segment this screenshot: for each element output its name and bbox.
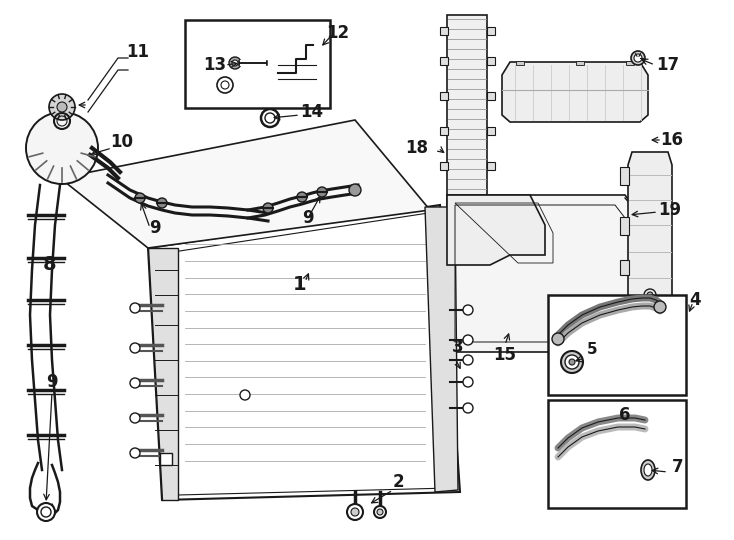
Polygon shape xyxy=(173,212,450,495)
Circle shape xyxy=(130,448,140,458)
Circle shape xyxy=(130,343,140,353)
Text: 19: 19 xyxy=(658,201,682,219)
Circle shape xyxy=(232,60,238,66)
Circle shape xyxy=(374,506,386,518)
Circle shape xyxy=(565,355,579,369)
Text: 12: 12 xyxy=(327,24,349,42)
Circle shape xyxy=(561,351,583,373)
Ellipse shape xyxy=(641,460,655,480)
Circle shape xyxy=(135,193,145,203)
Circle shape xyxy=(463,355,473,365)
Polygon shape xyxy=(628,152,672,308)
Text: 11: 11 xyxy=(126,43,150,61)
Bar xyxy=(440,162,448,170)
Bar xyxy=(440,92,448,100)
Polygon shape xyxy=(447,15,487,195)
Bar xyxy=(440,127,448,135)
Circle shape xyxy=(552,333,564,345)
Bar xyxy=(487,57,495,65)
Bar xyxy=(620,260,629,275)
Circle shape xyxy=(634,54,642,62)
Polygon shape xyxy=(447,195,655,352)
Bar xyxy=(160,453,172,465)
Bar xyxy=(548,295,686,395)
Bar xyxy=(620,167,629,185)
Bar xyxy=(576,61,584,65)
Circle shape xyxy=(297,192,307,202)
Bar xyxy=(516,61,524,65)
Circle shape xyxy=(317,187,327,197)
Circle shape xyxy=(57,102,67,112)
Text: 16: 16 xyxy=(661,131,683,149)
Circle shape xyxy=(49,94,75,120)
Circle shape xyxy=(647,292,653,298)
Text: 7: 7 xyxy=(672,458,684,476)
Bar xyxy=(548,400,686,508)
Text: 15: 15 xyxy=(493,346,517,364)
Circle shape xyxy=(631,51,645,65)
Text: 9: 9 xyxy=(149,219,161,237)
Circle shape xyxy=(37,503,55,521)
Polygon shape xyxy=(447,195,545,265)
Circle shape xyxy=(463,335,473,345)
Text: 17: 17 xyxy=(656,56,680,74)
Text: 3: 3 xyxy=(452,338,464,356)
Bar xyxy=(620,217,629,235)
Polygon shape xyxy=(60,120,430,248)
Circle shape xyxy=(463,305,473,315)
Text: 10: 10 xyxy=(111,133,134,151)
Ellipse shape xyxy=(644,464,652,476)
Circle shape xyxy=(229,57,241,69)
Bar xyxy=(487,27,495,35)
Circle shape xyxy=(569,359,575,365)
Circle shape xyxy=(130,303,140,313)
Polygon shape xyxy=(148,205,460,500)
Text: 13: 13 xyxy=(203,56,227,74)
Circle shape xyxy=(654,301,666,313)
Polygon shape xyxy=(425,207,458,492)
Bar xyxy=(626,61,634,65)
Text: 9: 9 xyxy=(302,209,314,227)
Bar xyxy=(440,27,448,35)
Circle shape xyxy=(130,413,140,423)
Bar xyxy=(487,92,495,100)
Circle shape xyxy=(157,198,167,208)
Circle shape xyxy=(263,203,273,213)
Text: 6: 6 xyxy=(619,406,631,424)
Bar xyxy=(56,102,68,108)
Text: 2: 2 xyxy=(392,473,404,491)
Circle shape xyxy=(347,504,363,520)
Circle shape xyxy=(377,509,383,515)
Text: 8: 8 xyxy=(43,255,57,274)
Circle shape xyxy=(240,390,250,400)
Text: 4: 4 xyxy=(689,291,701,309)
Text: 18: 18 xyxy=(405,139,428,157)
Text: 9: 9 xyxy=(46,373,58,391)
Circle shape xyxy=(351,508,359,516)
Bar xyxy=(487,162,495,170)
Bar xyxy=(440,57,448,65)
Circle shape xyxy=(463,377,473,387)
Circle shape xyxy=(130,378,140,388)
Circle shape xyxy=(26,112,98,184)
Bar xyxy=(185,20,330,108)
Circle shape xyxy=(349,184,361,196)
Text: 1: 1 xyxy=(293,275,307,294)
Circle shape xyxy=(463,403,473,413)
Polygon shape xyxy=(502,62,648,122)
Bar xyxy=(487,127,495,135)
Polygon shape xyxy=(148,248,178,500)
Text: 5: 5 xyxy=(586,342,597,357)
Text: 14: 14 xyxy=(300,103,324,121)
